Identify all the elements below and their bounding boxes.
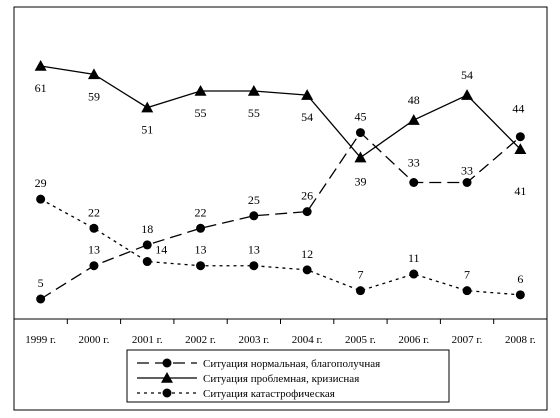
data-label: 33 (461, 164, 473, 178)
x-tick-label: 2001 г. (132, 334, 163, 346)
legend-label: Ситуация катастрофическая (203, 388, 335, 400)
data-point (409, 178, 419, 187)
legend-label: Ситуация нормальная, благополучная (203, 358, 380, 370)
x-tick-label: 2006 г. (398, 334, 429, 346)
data-label: 22 (195, 205, 207, 219)
x-tick-label: 2005 г. (345, 334, 376, 346)
data-point (196, 261, 206, 271)
data-label: 11 (408, 251, 420, 265)
legend-marker (162, 388, 172, 398)
x-axis-tick-labels: 1999 г. 2000 г. 2001 г. 2002 г. 2003 г. 2004 … (25, 334, 536, 346)
data-label: 13 (195, 243, 207, 257)
data-label: 54 (301, 110, 313, 124)
data-point (194, 84, 207, 96)
data-point (249, 211, 259, 221)
data-point (301, 89, 314, 100)
data-label: 7 (464, 268, 470, 282)
data-label: 33 (408, 156, 420, 170)
chart-frame (13, 6, 548, 411)
x-tick-label: 2008 г. (505, 334, 536, 346)
data-point (249, 261, 259, 271)
data-label: 6 (517, 272, 523, 286)
data-label: 13 (88, 243, 100, 257)
data-point (515, 290, 525, 300)
data-label: 25 (248, 193, 260, 207)
data-label: 5 (38, 276, 44, 290)
data-label: 54 (461, 68, 473, 82)
data-point (407, 114, 420, 125)
x-tick-label: 2007 г. (452, 334, 483, 346)
data-point (515, 132, 525, 142)
data-point (514, 143, 527, 155)
data-point (247, 84, 260, 96)
data-label: 61 (35, 81, 47, 95)
data-point (355, 286, 365, 296)
data-label: 51 (141, 123, 153, 137)
data-label: 41 (514, 184, 526, 198)
data-point (461, 89, 474, 100)
data-label: 12 (301, 247, 313, 261)
data-point (354, 151, 367, 163)
data-label: 13 (248, 243, 260, 257)
x-tick-label: 2003 г. (238, 334, 269, 346)
data-label: 7 (357, 268, 363, 282)
data-point (89, 261, 99, 271)
legend: Ситуация нормальная, благополучная Ситуац… (126, 349, 450, 403)
data-point (462, 286, 472, 296)
data-point (462, 178, 472, 187)
data-label: 59 (88, 89, 100, 103)
data-point (36, 294, 46, 304)
data-label: 18 (141, 222, 153, 236)
data-label: 55 (195, 106, 207, 120)
data-label: 45 (354, 110, 366, 124)
data-label: 39 (354, 175, 366, 189)
data-point (87, 68, 100, 80)
data-label: 14 (155, 243, 167, 257)
data-point (302, 207, 312, 217)
data-label: 44 (512, 102, 524, 116)
series-layer (34, 60, 527, 304)
data-labels: 5 13 18 22 25 26 45 33 33 44 61 59 51 55 55 54 39 48 54 41 2… (35, 68, 527, 290)
legend-marker (161, 372, 173, 383)
data-point (355, 128, 365, 138)
series-line-2 (40, 65, 521, 159)
data-point (302, 265, 312, 275)
x-tick-label: 2004 г. (292, 334, 323, 346)
x-tick-label: 2000 г. (79, 334, 110, 346)
x-tick-label: 2002 г. (185, 334, 216, 346)
data-label: 22 (88, 205, 100, 219)
data-label: 29 (35, 176, 47, 190)
data-point (36, 194, 46, 204)
x-tick-label: 1999 г. (25, 334, 56, 346)
data-label: 26 (301, 189, 313, 203)
series-line-3 (40, 198, 521, 296)
data-point (89, 223, 99, 233)
x-axis-ticks (13, 319, 548, 324)
data-label: 48 (408, 93, 420, 107)
legend-marker (162, 358, 172, 368)
data-point (142, 257, 152, 267)
data-point (141, 101, 154, 113)
data-label: 55 (248, 106, 260, 120)
data-point (34, 60, 47, 71)
data-point (196, 223, 206, 233)
series-line-1 (40, 131, 521, 300)
data-point (142, 240, 152, 250)
data-point (409, 269, 419, 279)
legend-label: Ситуация проблемная, кризисная (203, 373, 359, 385)
